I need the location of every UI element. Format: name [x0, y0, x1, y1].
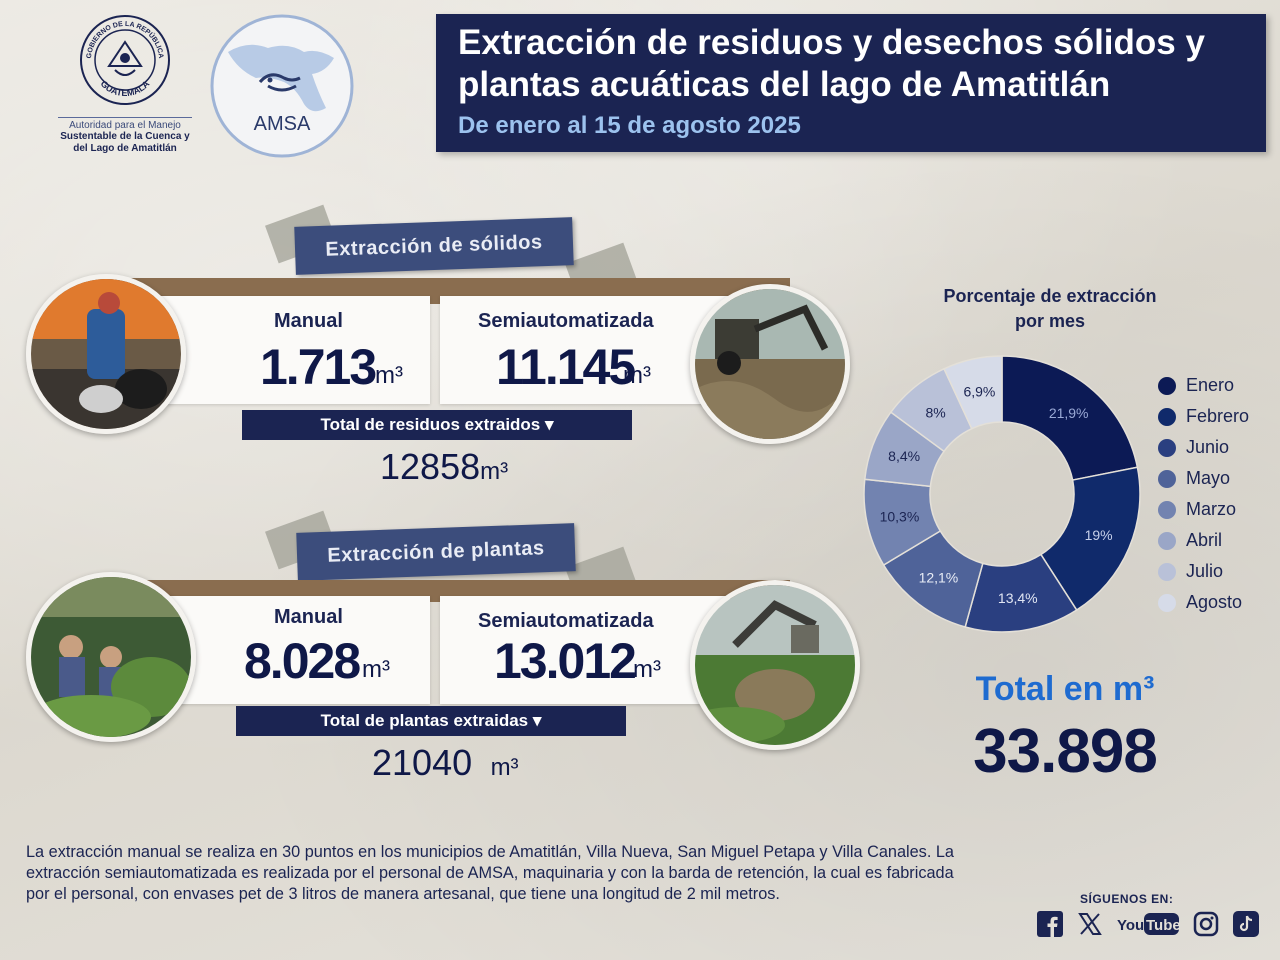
gov-org-line3: del Lago de Amatitlán	[73, 143, 177, 154]
legend-item-julio: Julio	[1158, 556, 1249, 587]
donut-label-mayo: 12,1%	[919, 570, 959, 586]
donut-label-junio: 13,4%	[998, 590, 1038, 606]
solids-total-bar[interactable]: Total de residuos extraidos ▾	[242, 410, 632, 440]
follow-label: SÍGUENOS EN:	[1080, 892, 1174, 906]
photo-semi-plants	[690, 580, 860, 750]
legend-swatch	[1158, 407, 1176, 426]
plants-total: 21040 m³	[372, 742, 519, 784]
solids-banner: Extracción de sólidos	[294, 217, 574, 275]
plants-banner: Extracción de plantas	[296, 523, 576, 581]
amsa-logo: AMSA	[208, 12, 356, 160]
x-icon[interactable]	[1076, 910, 1104, 938]
instagram-icon[interactable]	[1192, 910, 1220, 938]
chart-legend: Enero Febrero Junio Mayo Marzo Abril Julio Agos…	[1158, 370, 1249, 618]
legend-item-agosto: Agosto	[1158, 587, 1249, 618]
legend-swatch	[1158, 562, 1176, 581]
photo-manual-plants	[26, 572, 196, 742]
solids-semi-label: Semiautomatizada	[478, 310, 654, 332]
plants-total-bar[interactable]: Total de plantas extraidas ▾	[236, 706, 626, 736]
legend-item-enero: Enero	[1158, 370, 1249, 401]
donut-label-agosto: 6,9%	[963, 383, 995, 399]
plants-manual-value: 8.028	[244, 633, 361, 689]
legend-swatch	[1158, 376, 1176, 395]
social-links: You Tube	[1036, 910, 1260, 938]
legend-swatch	[1158, 438, 1176, 457]
solids-manual-unit: m³	[375, 362, 403, 389]
tiktok-icon[interactable]	[1232, 910, 1260, 938]
donut-label-abril: 8,4%	[888, 448, 920, 464]
donut-chart: 21,9% 19% 13,4% 12,1% 10,3% 8,4% 8% 6,9%	[863, 355, 1141, 633]
svg-text:You: You	[1117, 917, 1144, 934]
legend-item-abril: Abril	[1158, 525, 1249, 556]
plants-semi-label: Semiautomatizada	[478, 610, 654, 632]
plants-manual-label: Manual	[274, 606, 343, 628]
page-title: Extracción de residuos y desechos sólido…	[458, 23, 1205, 104]
legend-label: Marzo	[1186, 499, 1237, 519]
plants-total-value: 21040	[372, 742, 473, 783]
donut-slice-agosto	[943, 355, 1003, 430]
svg-text:AMSA: AMSA	[254, 113, 311, 135]
grand-total-value: 33.898	[973, 717, 1158, 786]
legend-label: Mayo	[1186, 468, 1231, 488]
guatemala-seal-icon: GOBIERNO DE LA REPÚBLICA GUATEMALA	[80, 15, 170, 105]
amsa-lake-icon: AMSA	[210, 14, 354, 158]
plants-total-unit: m³	[490, 754, 519, 781]
photo-manual-solids	[26, 274, 186, 434]
donut-slice-enero	[1001, 355, 1139, 481]
solids-total-value: 12858	[380, 446, 481, 487]
solids-manual-value: 1.713	[260, 339, 377, 395]
plants-semi-card	[440, 596, 730, 704]
solids-semi-value: 11.145	[496, 339, 636, 395]
gov-org-line2: Sustentable de la Cuenca y	[60, 131, 190, 142]
legend-item-junio: Junio	[1158, 432, 1249, 463]
legend-label: Julio	[1186, 561, 1224, 581]
facebook-icon[interactable]	[1036, 910, 1064, 938]
legend-label: Junio	[1186, 437, 1230, 457]
page-subtitle: De enero al 15 de agosto 2025	[458, 112, 801, 139]
legend-label: Enero	[1186, 375, 1235, 395]
solids-manual-label: Manual	[274, 310, 343, 332]
svg-text:GUATEMALA: GUATEMALA	[99, 78, 152, 98]
solids-semi-card	[440, 296, 730, 404]
chart-title: Porcentaje de extracción por mes	[943, 286, 1157, 331]
legend-swatch	[1158, 531, 1176, 550]
solids-total: 12858m³	[380, 446, 508, 488]
legend-item-marzo: Marzo	[1158, 494, 1249, 525]
plants-semi-value: 13.012	[494, 633, 637, 689]
legend-swatch	[1158, 593, 1176, 612]
plants-manual-unit: m³	[362, 656, 390, 683]
donut-label-febrero: 19%	[1085, 527, 1113, 543]
donut-label-enero: 21,9%	[1049, 405, 1089, 421]
legend-item-febrero: Febrero	[1158, 401, 1249, 432]
footnote: La extracción manual se realiza en 30 pu…	[26, 843, 954, 903]
legend-label: Febrero	[1186, 406, 1250, 426]
gov-org-line1: Autoridad para el Manejo	[69, 120, 181, 131]
grand-total-label: Total en m³	[975, 670, 1155, 708]
title-box: Extracción de residuos y desechos sólido…	[436, 14, 1266, 152]
legend-label: Abril	[1186, 530, 1223, 550]
donut-label-marzo: 10,3%	[880, 509, 920, 525]
legend-swatch	[1158, 469, 1176, 488]
solids-total-unit: m³	[480, 458, 509, 485]
solids-semi-unit: m³	[623, 362, 651, 389]
gov-logo: GOBIERNO DE LA REPÚBLICA GUATEMALA Autor…	[50, 14, 200, 174]
legend-label: Agosto	[1186, 592, 1243, 612]
svg-text:Tube: Tube	[1146, 917, 1180, 934]
youtube-icon[interactable]: You Tube	[1116, 910, 1180, 938]
photo-semi-solids	[690, 284, 850, 444]
legend-item-mayo: Mayo	[1158, 463, 1249, 494]
donut-label-julio: 8%	[925, 405, 945, 421]
legend-swatch	[1158, 500, 1176, 519]
plants-semi-unit: m³	[633, 656, 661, 683]
